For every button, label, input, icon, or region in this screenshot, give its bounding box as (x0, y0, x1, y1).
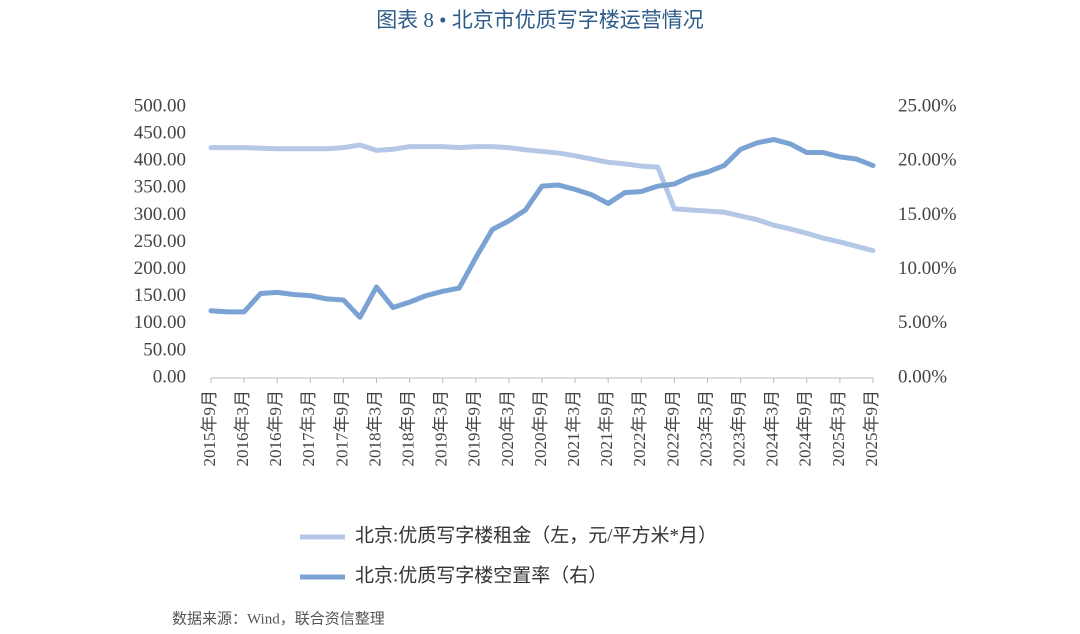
x-tick-label: 2017年9月 (332, 390, 351, 467)
x-tick-label: 2015年9月 (200, 390, 219, 467)
x-tick-label: 2021年9月 (597, 390, 616, 467)
x-tick-label: 2018年3月 (365, 390, 384, 467)
x-tick-label: 2023年9月 (730, 390, 749, 467)
y2-tick-label: 0.00% (898, 366, 947, 387)
y-tick-label: 400.00 (134, 150, 186, 171)
y-tick-label: 500.00 (134, 95, 186, 116)
series-line (208, 137, 876, 320)
x-tick-label: 2024年9月 (796, 390, 815, 467)
x-tick-label: 2019年3月 (432, 390, 451, 467)
y2-tick-label: 25.00% (898, 95, 957, 116)
y-tick-label: 0.00 (153, 366, 186, 387)
x-tick-label: 2022年3月 (630, 390, 649, 467)
x-tick-label: 2023年3月 (696, 390, 715, 467)
y-tick-label: 50.00 (143, 339, 186, 360)
x-tick-label: 2020年9月 (531, 390, 550, 467)
x-tick-label: 2019年9月 (465, 390, 484, 467)
y-tick-label: 450.00 (134, 122, 186, 143)
y2-tick-label: 10.00% (898, 258, 957, 279)
y2-tick-label: 20.00% (898, 150, 957, 171)
y-tick-label: 350.00 (134, 177, 186, 198)
y-tick-label: 250.00 (134, 231, 186, 252)
legend-label: 北京:优质写字楼租金（左，元/平方米*月） (355, 524, 717, 546)
x-tick-label: 2021年3月 (564, 390, 583, 467)
legend-label: 北京:优质写字楼空置率（右） (355, 564, 607, 586)
x-tick-label: 2025年9月 (862, 390, 881, 467)
x-tick-label: 2024年3月 (763, 390, 782, 467)
y-tick-label: 200.00 (134, 258, 186, 279)
x-tick-label: 2016年3月 (233, 390, 252, 467)
y-tick-label: 300.00 (134, 204, 186, 225)
series-line (208, 142, 876, 254)
chart-title: 图表 8 • 北京市优质写字楼运营情况 (376, 8, 704, 32)
x-tick-label: 2020年3月 (498, 390, 517, 467)
x-tick-label: 2016年9月 (266, 390, 285, 467)
x-tick-label: 2017年3月 (299, 390, 318, 467)
x-tick-label: 2018年9月 (399, 390, 418, 467)
x-tick-label: 2022年9月 (663, 390, 682, 467)
y-tick-label: 150.00 (134, 285, 186, 306)
y2-tick-label: 5.00% (898, 312, 947, 333)
source-note: 数据来源：Wind，联合资信整理 (172, 610, 385, 627)
y2-tick-label: 15.00% (898, 204, 957, 225)
x-tick-label: 2025年3月 (829, 390, 848, 467)
y-tick-label: 100.00 (134, 312, 186, 333)
